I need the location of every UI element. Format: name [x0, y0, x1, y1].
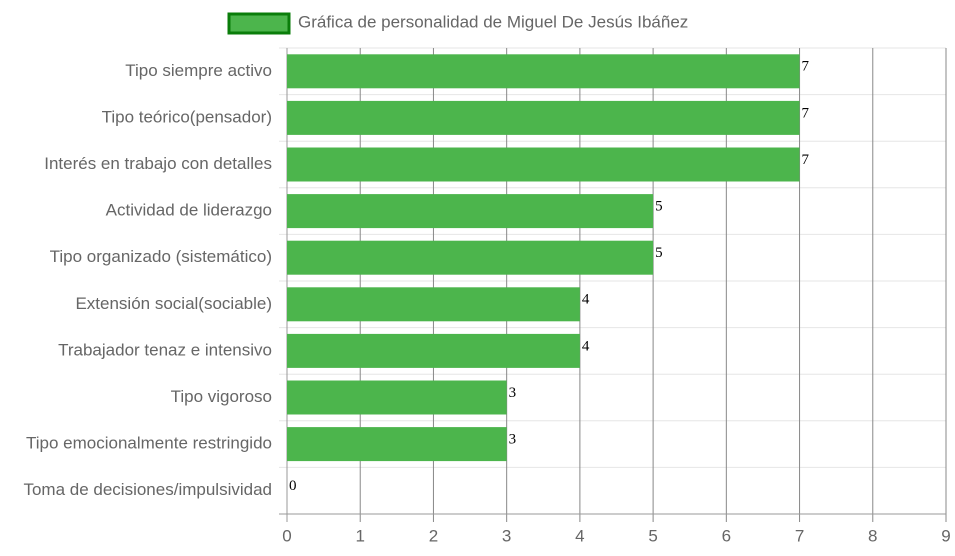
y-tick-label: Trabajador tenaz e intensivo	[58, 340, 272, 359]
y-tick-label: Tipo emocionalmente restringido	[26, 434, 272, 453]
data-label: 5	[655, 199, 663, 215]
data-label: 4	[582, 292, 590, 308]
data-label: 7	[802, 105, 810, 121]
data-label: 4	[582, 338, 590, 354]
bar	[287, 333, 580, 368]
x-tick-label: 8	[868, 526, 877, 545]
x-tick-label: 9	[941, 526, 950, 545]
data-label: 5	[655, 245, 663, 261]
legend-swatch	[227, 12, 291, 35]
x-tick-label: 5	[648, 526, 657, 545]
y-tick-label: Tipo vigoroso	[171, 387, 272, 406]
x-tick-label: 0	[282, 526, 291, 545]
y-tick-label: Tipo teórico(pensador)	[102, 107, 272, 126]
bar	[287, 147, 800, 182]
bar	[287, 240, 654, 275]
x-tick-label: 7	[795, 526, 804, 545]
bar	[287, 427, 507, 462]
data-label: 0	[289, 478, 297, 494]
y-tick-label: Actividad de liderazgo	[106, 201, 272, 220]
y-tick-label: Toma de decisiones/impulsividad	[23, 480, 272, 499]
x-tick-label: 2	[429, 526, 438, 545]
y-tick-label: Extensión social(sociable)	[75, 294, 272, 313]
y-tick-label: Tipo organizado (sistemático)	[50, 247, 272, 266]
x-tick-label: 4	[575, 526, 584, 545]
bar	[287, 194, 654, 229]
data-label: 3	[509, 385, 516, 401]
x-tick-label: 3	[502, 526, 511, 545]
bar	[287, 380, 507, 415]
x-tick-label: 1	[355, 526, 364, 545]
bar	[287, 100, 800, 135]
data-label: 7	[802, 59, 810, 75]
legend-label: Gráfica de personalidad de Miguel De Jes…	[298, 12, 688, 31]
bar	[287, 54, 800, 89]
data-label: 3	[509, 432, 516, 448]
bar	[287, 287, 580, 322]
data-label: 7	[802, 152, 810, 168]
x-tick-label: 6	[722, 526, 731, 545]
y-tick-label: Interés en trabajo con detalles	[44, 154, 272, 173]
y-tick-label: Tipo siempre activo	[125, 61, 272, 80]
